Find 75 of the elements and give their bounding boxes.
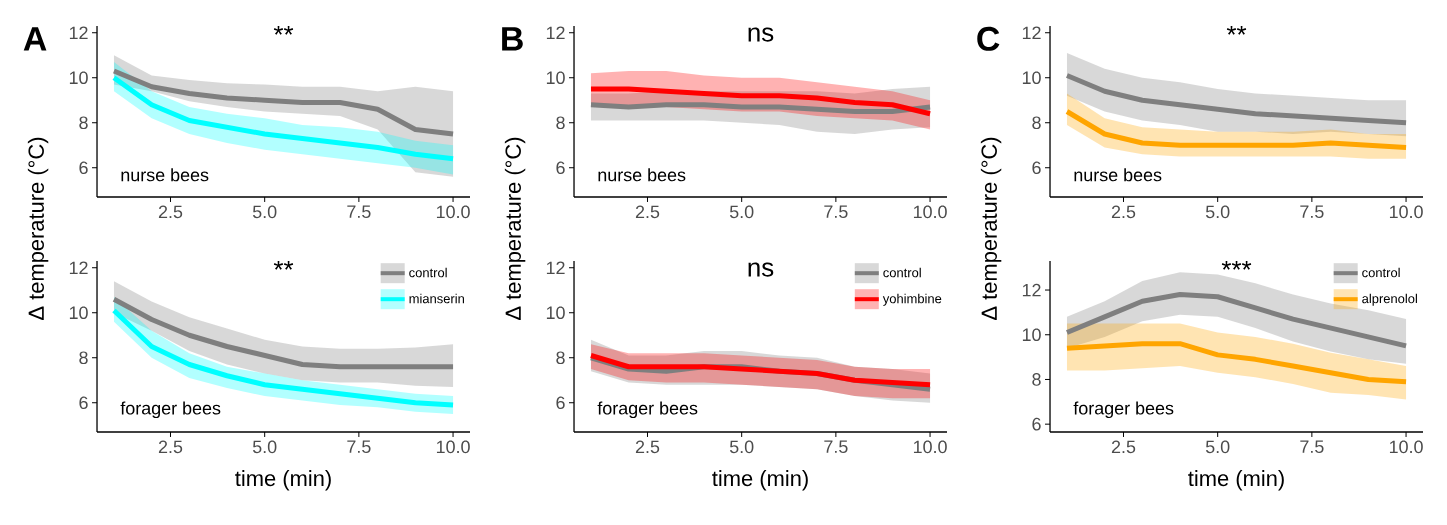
y-tick-label: 8 [79, 351, 88, 365]
legend-label: mianserin [409, 293, 464, 304]
legend-label: alprenolol [1362, 293, 1417, 306]
annotation: forager bees [120, 401, 221, 419]
y-tick-label: 6 [79, 396, 88, 410]
x-axis-title: time (min) [235, 470, 331, 491]
chart-title: C [977, 26, 1000, 51]
x-tick-label: 7.5 [824, 205, 848, 219]
y-tick-label: 10 [546, 306, 565, 320]
x-tick-label: 5.0 [1205, 205, 1230, 219]
x-tick-label: 7.5 [1300, 205, 1324, 219]
y-tick-label: 12 [546, 261, 565, 275]
y-axis-title: Δ temperature (°C) [980, 137, 1002, 320]
legend-label: control [883, 267, 921, 278]
y-axis-title: Δ temperature (°C) [27, 137, 49, 320]
x-tick-label: 2.5 [1111, 205, 1136, 219]
x-tick-label: 10.0 [913, 205, 947, 219]
x-tick-label: 7.5 [347, 440, 371, 454]
x-tick-label: 2.5 [635, 205, 660, 219]
x-tick-label: 10.0 [1389, 440, 1423, 454]
legend-label: control [1362, 267, 1400, 278]
x-tick-label: 10.0 [436, 440, 470, 454]
x-tick-label: 7.5 [824, 440, 848, 454]
x-tick-label: 2.5 [158, 205, 183, 219]
legend-label: yohimbine [882, 293, 942, 306]
y-tick-label: 12 [69, 26, 88, 39]
x-tick-label: 5.0 [1205, 440, 1230, 454]
y-tick-label: 8 [79, 116, 88, 130]
x-tick-label: 7.5 [347, 205, 371, 219]
x-tick-label: 5.0 [729, 205, 754, 219]
y-axis-title: Δ temperature (°C) [504, 137, 526, 320]
annotation: ns [748, 27, 774, 42]
y-tick-label: 6 [1032, 417, 1041, 431]
x-tick-label: 2.5 [1111, 440, 1136, 454]
x-tick-label: 2.5 [158, 440, 183, 454]
x-tick-label: 10.0 [913, 440, 947, 454]
chart-title: B [502, 27, 523, 51]
x-tick-label: 10.0 [1389, 205, 1423, 219]
x-tick-label: 10.0 [436, 205, 470, 219]
x-tick-label: 7.5 [1300, 440, 1324, 454]
chart-title: A [23, 27, 47, 51]
y-tick-label: 8 [1032, 373, 1041, 386]
y-tick-label: 8 [556, 116, 565, 130]
annotation: forager bees [1073, 401, 1174, 419]
annotation: ns [748, 262, 774, 277]
annotation: *** [1221, 260, 1252, 270]
y-tick-label: 10 [69, 71, 88, 85]
y-tick-label: 12 [1022, 283, 1041, 297]
y-tick-label: 6 [556, 396, 565, 410]
y-tick-label: 10 [546, 71, 565, 85]
x-tick-label: 5.0 [729, 440, 754, 454]
x-axis-title: time (min) [1188, 470, 1284, 491]
annotation: nurse bees [121, 168, 209, 182]
annotation: ** [1226, 25, 1247, 35]
annotation: nurse bees [1074, 168, 1162, 182]
y-tick-label: 12 [1022, 26, 1041, 39]
legend-label: control [409, 267, 447, 278]
y-tick-label: 10 [1022, 71, 1041, 85]
x-axis-title: time (min) [712, 470, 808, 491]
x-tick-label: 2.5 [635, 440, 660, 454]
annotation: forager bees [597, 401, 698, 419]
y-tick-label: 10 [69, 306, 88, 320]
y-tick-label: 10 [1022, 328, 1041, 342]
annotation: nurse bees [598, 168, 686, 182]
y-tick-label: 8 [1032, 116, 1041, 130]
y-tick-label: 12 [546, 26, 565, 39]
annotation: ** [273, 260, 294, 270]
y-tick-label: 6 [556, 161, 565, 175]
y-tick-label: 12 [69, 261, 88, 275]
annotation: ** [273, 25, 294, 35]
y-tick-label: 8 [556, 351, 565, 365]
x-tick-label: 5.0 [252, 440, 277, 454]
x-tick-label: 5.0 [252, 205, 277, 219]
y-tick-label: 6 [79, 161, 88, 175]
y-tick-label: 6 [1032, 161, 1041, 175]
